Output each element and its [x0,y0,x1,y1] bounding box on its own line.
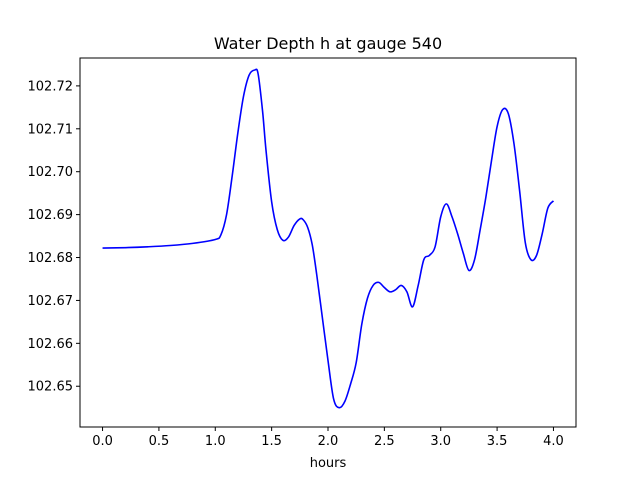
y-tick-label: 102.72 [28,79,74,94]
axes-frame [79,57,577,428]
y-tick-label: 102.70 [28,165,74,180]
chart-title: Water Depth h at gauge 540 [214,34,442,53]
x-tick-label: 0.5 [149,434,170,449]
x-tick-label: 2.5 [374,434,395,449]
y-tick-label: 102.66 [28,337,74,352]
x-tick-label: 2.0 [318,434,339,449]
series-line-0 [102,68,555,409]
x-tick-label: 1.5 [261,434,282,449]
x-axis: 0.0 0.5 1.0 1.5 2.0 2.5 3.0 3.5 4.0 [92,427,564,449]
plot-area [102,68,555,409]
y-tick-label: 102.68 [28,251,74,266]
x-tick-label: 3.0 [430,434,451,449]
x-tick-label: 1.0 [205,434,226,449]
y-tick-label: 102.69 [28,208,74,223]
y-tick-label: 102.65 [28,380,74,395]
x-tick-label: 3.5 [487,434,508,449]
y-tick-label: 102.71 [28,122,74,137]
y-tick-label: 102.67 [28,294,74,309]
x-tick-label: 4.0 [543,434,564,449]
x-tick-label: 0.0 [92,434,113,449]
y-axis: 102.65 102.66 102.67 102.68 102.69 102.70 102.… [28,79,80,395]
x-axis-label: hours [310,456,347,471]
